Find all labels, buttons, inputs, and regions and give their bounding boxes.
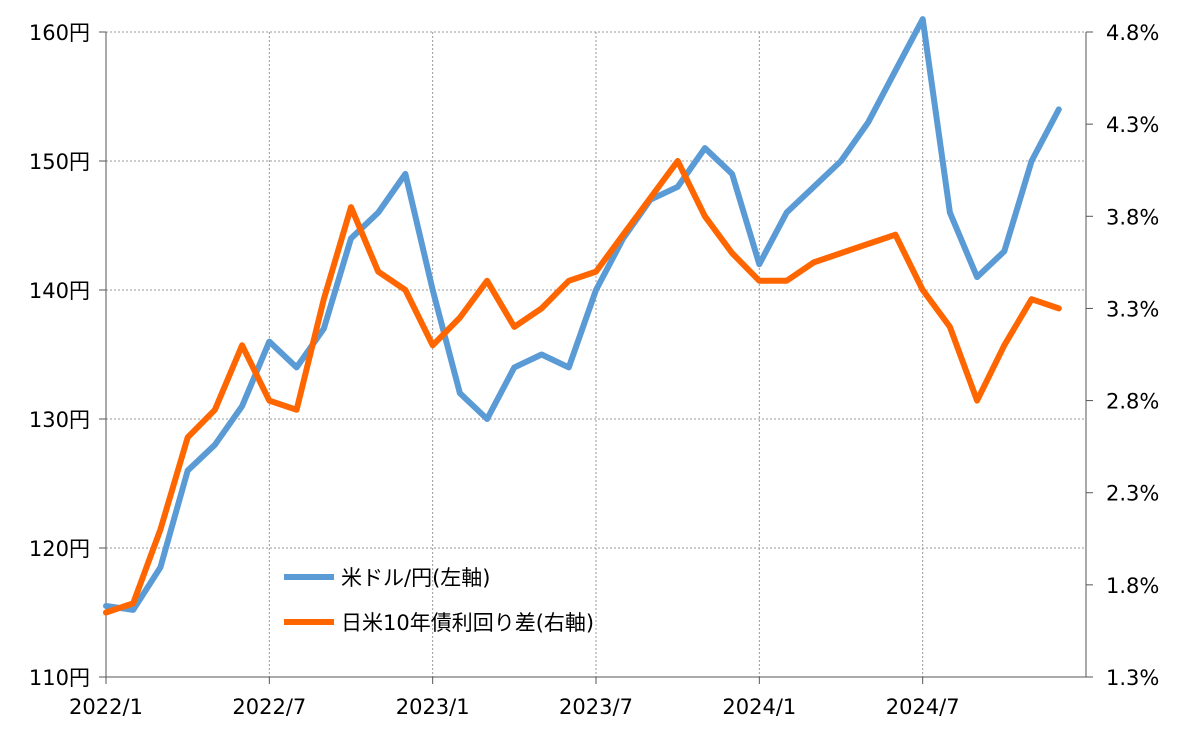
x-tick-label: 2024/1 (722, 695, 796, 719)
x-tick-label: 2022/1 (69, 695, 143, 719)
y-left-tick-label: 150円 (29, 150, 90, 174)
legend: 米ドル/円(左軸) 日米10年債利回り差(右軸) (284, 566, 594, 635)
x-tick-label: 2023/7 (559, 695, 633, 719)
x-tick-label: 2022/7 (232, 695, 306, 719)
y-left-tick-label: 140円 (29, 279, 90, 303)
legend-label: 日米10年債利回り差(右軸) (341, 611, 594, 635)
y-right-tick-label: 1.3% (1106, 666, 1159, 690)
x-tick-label: 2023/1 (396, 695, 470, 719)
y-right-tick-label: 1.8% (1106, 574, 1159, 598)
y-right-tick-label: 3.3% (1106, 297, 1159, 321)
y-right-tick-label: 2.8% (1106, 390, 1159, 414)
y-right-tick-label: 4.3% (1106, 113, 1159, 137)
y-left-tick-label: 130円 (29, 408, 90, 432)
y-left-tick-label: 120円 (29, 537, 90, 561)
y-right-tick-label: 3.8% (1106, 205, 1159, 229)
legend-label: 米ドル/円(左軸) (341, 566, 490, 590)
series-lines (103, 16, 1062, 616)
y-right-tick-label: 4.8% (1106, 21, 1159, 45)
y-left-tick-label: 160円 (29, 21, 90, 45)
usdjpy-line (103, 16, 1062, 613)
x-tick-label: 2024/7 (886, 695, 960, 719)
axes: 110円 120円 130円 140円 150円 160円 1.3% 1.8% 2.3% 2.8%… (29, 21, 1159, 719)
y-left-tick-label: 110円 (29, 666, 90, 690)
yield-spread-line (103, 158, 1062, 616)
y-right-tick-label: 2.3% (1106, 482, 1159, 506)
